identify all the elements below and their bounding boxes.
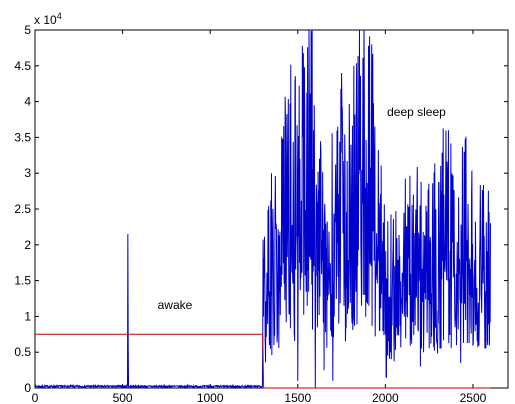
y-tick-label: 2.5 — [14, 202, 31, 216]
y-axis: 0 0.5 1 1.5 2 2.5 3 3.5 4 4.5 5 — [14, 23, 508, 395]
annotation-awake: awake — [158, 298, 193, 312]
y-tick-label: 5 — [24, 23, 31, 37]
y-tick-label: 0.5 — [14, 345, 31, 359]
annotation-deep-sleep: deep sleep — [387, 105, 446, 119]
x-tick-label: 2500 — [460, 391, 487, 404]
x-axis: 0 500 1000 1500 2000 2500 — [32, 30, 487, 404]
x-tick-label: 1500 — [284, 391, 311, 404]
series-layer — [34, 29, 491, 390]
x-tick-label: 2000 — [372, 391, 399, 404]
y-tick-label: 1 — [24, 309, 31, 323]
y-tick-label: 4.5 — [14, 59, 31, 73]
y-tick-label: 3 — [24, 166, 31, 180]
annotation-layer: awake deep sleep — [158, 105, 447, 312]
x-tick-label: 500 — [113, 391, 133, 404]
y-tick-label: 1.5 — [14, 274, 31, 288]
series-state-line — [35, 333, 491, 389]
y-tick-label: 3.5 — [14, 130, 31, 144]
y-exponent-label: x 104 — [34, 11, 62, 27]
y-tick-label: 0 — [24, 381, 31, 395]
y-tick-label: 2 — [24, 238, 31, 252]
x-tick-label: 1000 — [197, 391, 224, 404]
y-tick-label: 4 — [24, 95, 31, 109]
x-tick-label: 0 — [32, 391, 39, 404]
